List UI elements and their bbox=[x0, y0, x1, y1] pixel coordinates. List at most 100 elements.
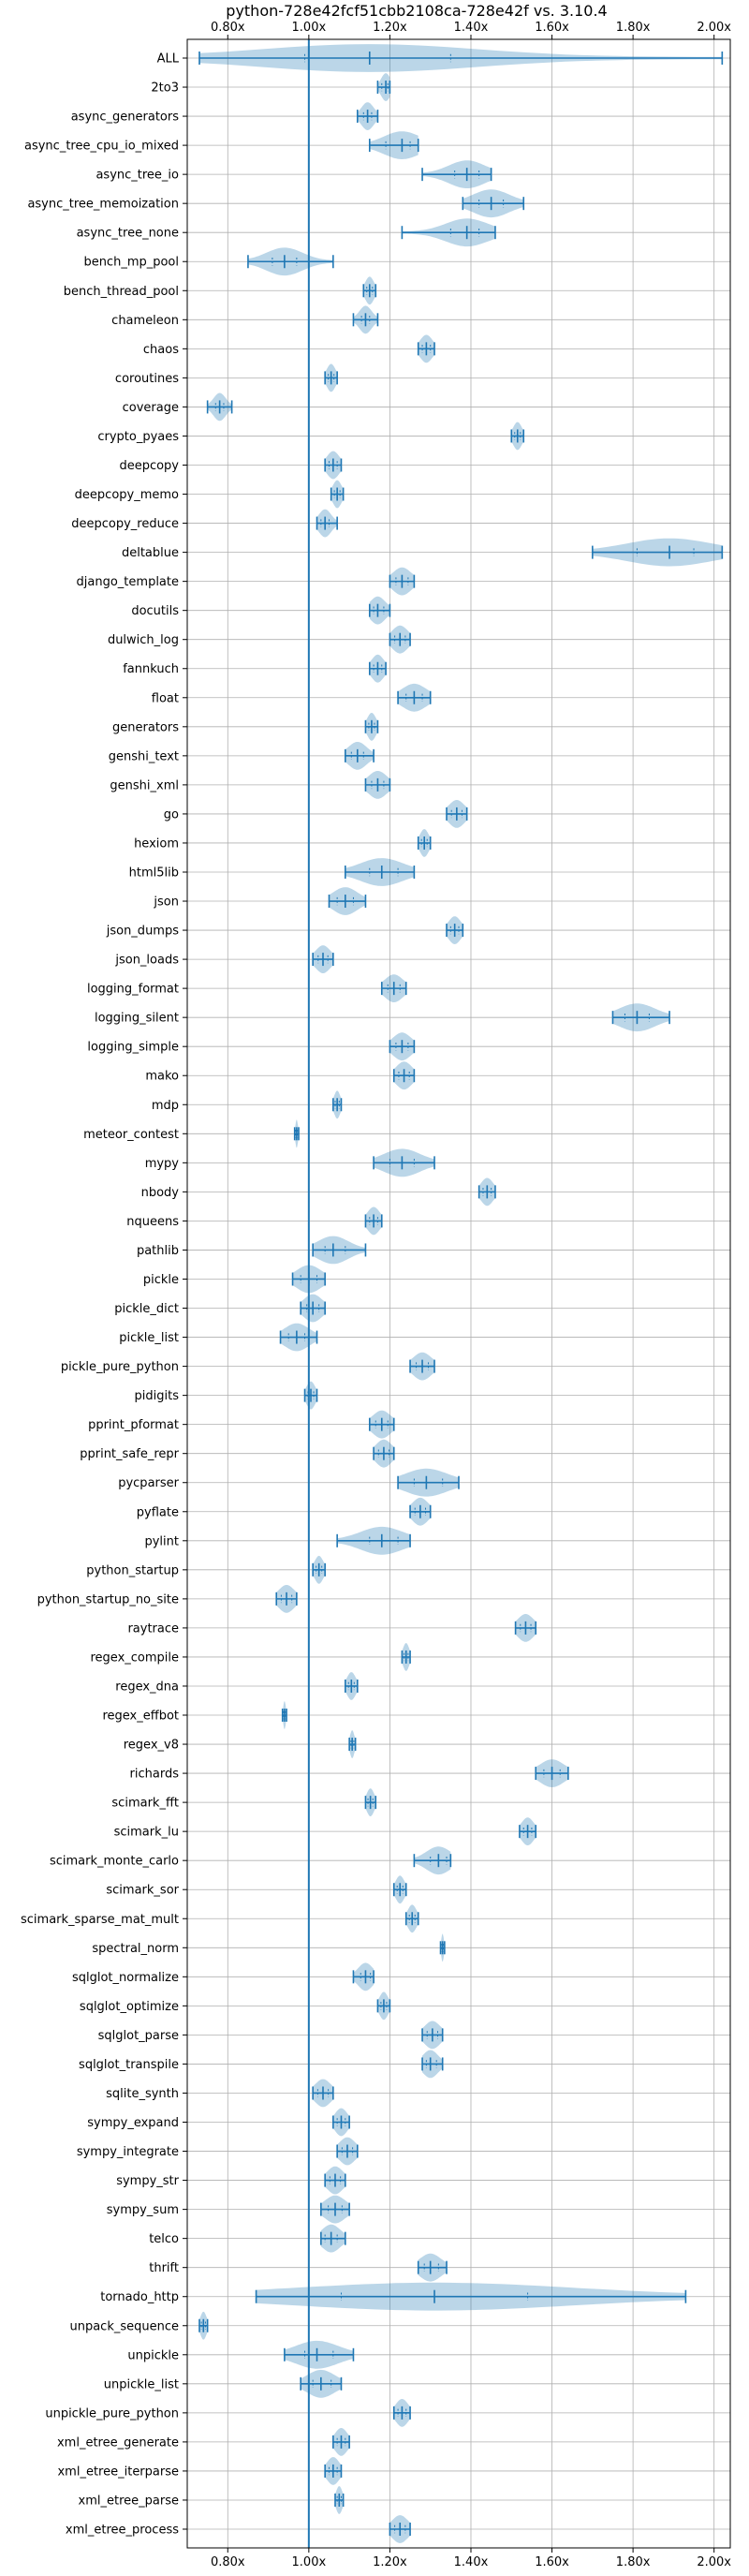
category-label: meteor_contest bbox=[83, 1128, 179, 1142]
category-label: pycparser bbox=[118, 1476, 179, 1490]
category-label: logging_silent bbox=[95, 1012, 179, 1026]
category-label: xml_etree_parse bbox=[79, 2494, 179, 2508]
category-label: sqlglot_transpile bbox=[79, 2058, 179, 2072]
category-label: regex_dna bbox=[115, 1680, 179, 1694]
violin-xml_etree_iterparse bbox=[324, 2457, 343, 2485]
violin-sqlglot_parse bbox=[421, 2021, 444, 2050]
x-tick-label-top: 1.80x bbox=[616, 21, 651, 35]
violin-crypto_pyaes bbox=[510, 422, 525, 451]
x-tick-label-bottom: 0.80x bbox=[211, 2555, 245, 2569]
violin-nbody bbox=[477, 1177, 496, 1207]
x-tick-label-top: 1.60x bbox=[535, 21, 569, 35]
violin-xml_etree_generate bbox=[332, 2428, 350, 2456]
category-label: python_startup bbox=[86, 1563, 179, 1577]
violin-pprint_safe_repr bbox=[373, 1439, 395, 1468]
category-label: richards bbox=[130, 1768, 180, 1782]
category-label: docutils bbox=[131, 604, 179, 618]
category-label: genshi_text bbox=[109, 749, 179, 763]
violin-async_tree_cpu_io_mixed bbox=[368, 131, 419, 159]
category-label: pathlib bbox=[137, 1244, 179, 1258]
category-label: deepcopy bbox=[119, 459, 179, 473]
violin-sympy_integrate bbox=[336, 2137, 359, 2166]
violin-genshi_xml bbox=[364, 771, 391, 799]
violin-async_tree_none bbox=[401, 218, 496, 247]
x-axis-bottom: 0.80x 1.00x 1.20x 1.40x 1.60x 1.80x 2.00x bbox=[211, 2548, 731, 2569]
category-label: xml_etree_generate bbox=[57, 2435, 179, 2450]
violin-hexiom bbox=[417, 829, 432, 857]
violin-docutils bbox=[368, 596, 391, 625]
violin-logging_silent bbox=[611, 1003, 670, 1032]
category-label: async_tree_none bbox=[77, 227, 179, 241]
category-label: 2to3 bbox=[151, 81, 179, 96]
category-label: hexiom bbox=[134, 836, 179, 851]
x-axis-top: 0.80x 1.00x 1.20x 1.40x 1.60x 1.80x 2.00x bbox=[211, 21, 731, 39]
violin-pidigits bbox=[303, 1381, 318, 1410]
violin-scimark_fft bbox=[364, 1788, 377, 1816]
category-label: float bbox=[152, 691, 179, 705]
violin-regex_dna bbox=[345, 1672, 359, 1700]
category-label: django_template bbox=[77, 575, 179, 589]
violin-async_generators bbox=[356, 102, 379, 130]
x-tick-label-bottom: 1.40x bbox=[454, 2555, 489, 2569]
category-label: spectral_norm bbox=[92, 1942, 179, 1956]
violin-chaos bbox=[417, 334, 435, 363]
violin-deepcopy_memo bbox=[330, 480, 345, 509]
violin-json_dumps bbox=[446, 916, 464, 944]
violin-xml_etree_process bbox=[389, 2515, 411, 2543]
violin-regex_effbot bbox=[281, 1701, 287, 1729]
violin-pathlib bbox=[312, 1236, 367, 1265]
violin-spectral_norm bbox=[439, 1933, 446, 1962]
category-label: xml_etree_iterparse bbox=[57, 2465, 179, 2479]
grid-layer bbox=[187, 39, 730, 2548]
category-label: bench_mp_pool bbox=[83, 256, 179, 270]
category-label: scimark_fft bbox=[111, 1797, 179, 1811]
category-label: chaos bbox=[143, 343, 179, 357]
violin-async_tree_memoization bbox=[462, 189, 525, 218]
x-tick-label-top: 1.00x bbox=[292, 21, 327, 35]
violin-unpickle bbox=[284, 2340, 355, 2369]
violin-unpickle_pure_python bbox=[392, 2399, 411, 2427]
violin-deltablue bbox=[592, 538, 724, 567]
category-label: sympy_integrate bbox=[77, 2145, 179, 2159]
category-label: logging_simple bbox=[87, 1041, 179, 1055]
violin-sqlglot_normalize bbox=[352, 1962, 374, 1991]
violin-bench_thread_pool bbox=[362, 276, 377, 305]
category-label: sympy_sum bbox=[107, 2203, 179, 2217]
category-label: crypto_pyaes bbox=[97, 430, 179, 444]
category-label: raytrace bbox=[127, 1621, 179, 1636]
category-label: regex_compile bbox=[90, 1651, 179, 1665]
category-label: deltablue bbox=[122, 546, 179, 560]
violin-coverage bbox=[206, 392, 233, 422]
category-label: genshi_xml bbox=[110, 778, 179, 792]
category-label: regex_v8 bbox=[124, 1739, 179, 1753]
category-label: sqlite_synth bbox=[106, 2087, 179, 2101]
violin-scimark_sparse_mat_mult bbox=[404, 1904, 419, 1933]
x-tick-label-bottom: 1.00x bbox=[292, 2555, 327, 2569]
violin-sqlglot_transpile bbox=[421, 2050, 444, 2079]
category-label: logging_format bbox=[87, 983, 179, 997]
violin-genshi_text bbox=[345, 742, 374, 770]
violin-coroutines bbox=[324, 363, 338, 392]
violin-json_loads bbox=[312, 945, 334, 973]
x-tick-label-top: 2.00x bbox=[697, 21, 731, 35]
violin-dulwich_log bbox=[389, 625, 411, 654]
violin-python_startup bbox=[312, 1555, 326, 1584]
category-label: nqueens bbox=[126, 1215, 179, 1229]
category-label: nbody bbox=[141, 1186, 180, 1200]
violin-sympy_sum bbox=[320, 2195, 350, 2224]
violin-nqueens bbox=[364, 1207, 383, 1236]
category-label: chameleon bbox=[111, 314, 179, 328]
violin-thrift bbox=[417, 2253, 448, 2282]
x-tick-label-bottom: 1.60x bbox=[535, 2555, 569, 2569]
category-label: go bbox=[164, 807, 179, 822]
violin-scimark_monte_carlo bbox=[413, 1846, 452, 1875]
category-label: scimark_sparse_mat_mult bbox=[21, 1913, 179, 1927]
violin-chameleon bbox=[352, 305, 379, 334]
violin-scimark_lu bbox=[519, 1817, 537, 1845]
violin-telco bbox=[320, 2224, 346, 2253]
violin-html5lib bbox=[345, 858, 416, 886]
violin-mdp bbox=[332, 1090, 343, 1119]
category-label: html5lib bbox=[129, 866, 179, 880]
category-label: scimark_monte_carlo bbox=[50, 1855, 179, 1869]
